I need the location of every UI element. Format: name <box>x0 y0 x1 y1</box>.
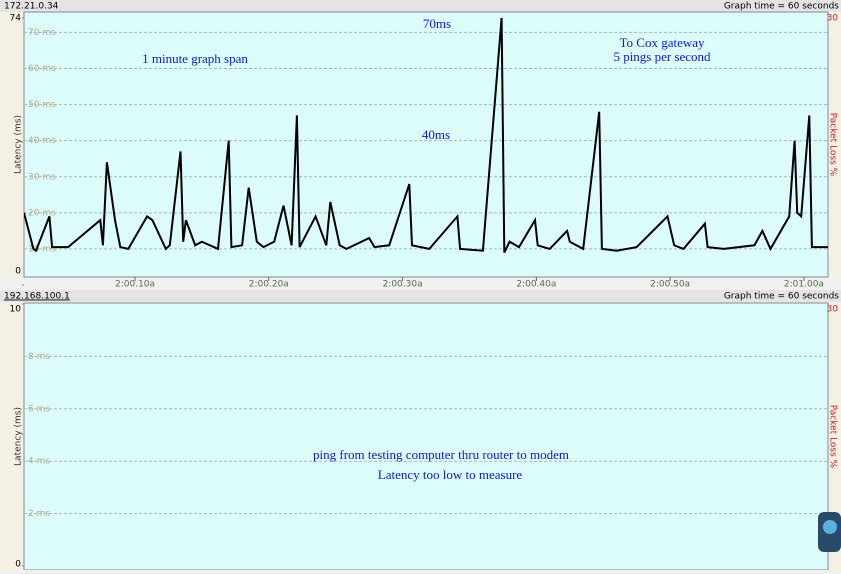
series-group <box>24 17 828 253</box>
x-tick-label: 2:01.00a <box>784 280 824 290</box>
y-tick-label: 60 ms <box>28 64 56 74</box>
x-tick-label: 2:00.40a <box>516 280 556 290</box>
latency-line <box>24 17 828 253</box>
plot-area <box>23 302 829 571</box>
right-axis <box>828 303 841 570</box>
x-tick-label: 2:00.10a <box>115 280 155 290</box>
annotation: 5 pings per second <box>613 49 711 64</box>
host-label: 192.168.100.1 <box>4 292 70 302</box>
y-tick-label: 0 <box>15 560 21 570</box>
y2-tick-label: 30 <box>827 305 839 315</box>
left-axis <box>0 303 24 570</box>
y2-axis-label: Packet Loss % <box>828 405 838 469</box>
y-axis-label: Latency (ms) <box>14 407 24 466</box>
annotation: 70ms <box>423 16 451 31</box>
y-tick-label: 70 ms <box>28 28 56 38</box>
y-axis-label: Latency (ms) <box>14 115 24 174</box>
annotation: 40ms <box>422 127 450 142</box>
annotation: 1 minute graph span <box>142 51 248 66</box>
annotation: To Cox gateway <box>619 35 705 50</box>
graph-time: Graph time = 60 seconds <box>724 2 839 12</box>
y-tick-label: 20 ms <box>28 208 56 218</box>
header-bar <box>0 0 841 12</box>
x-tick-label: 2:00.20a <box>249 280 289 290</box>
y2-tick-label: 30 <box>827 14 839 24</box>
host-label: 172.21.0.34 <box>4 2 59 12</box>
y-tick-label: 40 ms <box>28 136 56 146</box>
annotation: ping from testing computer thru router t… <box>313 447 569 462</box>
widget-icon <box>823 520 837 534</box>
y-tick-label: 30 ms <box>28 172 56 182</box>
y-tick-label: 0 <box>15 267 21 277</box>
header-bar <box>0 290 841 302</box>
right-axis <box>828 12 841 277</box>
y-tick-label: 50 ms <box>28 100 56 110</box>
y2-axis-label: Packet Loss % <box>828 113 838 177</box>
y-tick-label: 74 <box>10 14 22 24</box>
x-tick-label: 2:00.50a <box>650 280 690 290</box>
y-tick-label: 10 <box>10 305 22 315</box>
graph-time: Graph time = 60 seconds <box>724 292 839 302</box>
annotation: Latency too low to measure <box>378 467 523 482</box>
y-tick-label: 10 ms <box>28 244 56 254</box>
x-tick-label: 2:00.30a <box>383 280 423 290</box>
left-axis <box>0 12 24 277</box>
